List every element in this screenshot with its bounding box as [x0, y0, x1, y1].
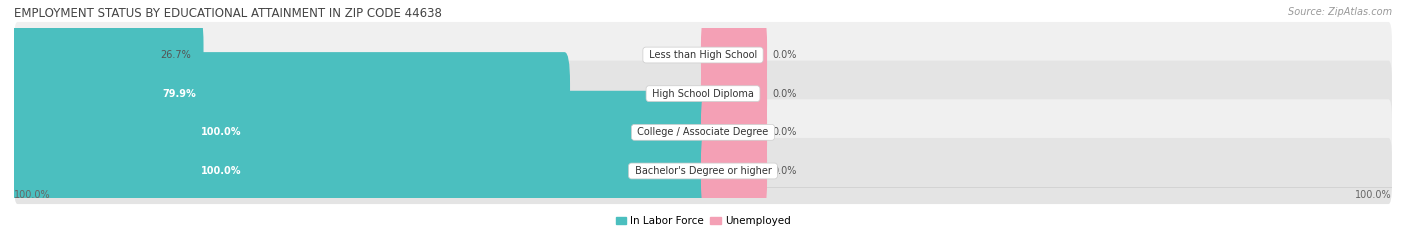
Text: 100.0%: 100.0% [201, 127, 240, 137]
FancyBboxPatch shape [14, 22, 1392, 88]
Text: College / Associate Degree: College / Associate Degree [634, 127, 772, 137]
FancyBboxPatch shape [8, 14, 204, 96]
Text: 0.0%: 0.0% [772, 89, 796, 99]
FancyBboxPatch shape [702, 130, 768, 212]
Text: Less than High School: Less than High School [645, 50, 761, 60]
Text: 0.0%: 0.0% [772, 127, 796, 137]
Text: EMPLOYMENT STATUS BY EDUCATIONAL ATTAINMENT IN ZIP CODE 44638: EMPLOYMENT STATUS BY EDUCATIONAL ATTAINM… [14, 7, 441, 20]
FancyBboxPatch shape [702, 91, 768, 174]
Text: Source: ZipAtlas.com: Source: ZipAtlas.com [1288, 7, 1392, 17]
Legend: In Labor Force, Unemployed: In Labor Force, Unemployed [612, 212, 794, 230]
Text: 100.0%: 100.0% [14, 190, 51, 200]
Text: 100.0%: 100.0% [1355, 190, 1392, 200]
Text: 0.0%: 0.0% [772, 50, 796, 60]
Text: High School Diploma: High School Diploma [650, 89, 756, 99]
Text: Bachelor's Degree or higher: Bachelor's Degree or higher [631, 166, 775, 176]
FancyBboxPatch shape [14, 138, 1392, 204]
FancyBboxPatch shape [14, 61, 1392, 127]
FancyBboxPatch shape [14, 99, 1392, 165]
FancyBboxPatch shape [702, 52, 768, 135]
FancyBboxPatch shape [8, 130, 709, 212]
Text: 79.9%: 79.9% [162, 89, 195, 99]
FancyBboxPatch shape [702, 14, 768, 96]
Text: 26.7%: 26.7% [160, 50, 191, 60]
Text: 100.0%: 100.0% [201, 166, 240, 176]
FancyBboxPatch shape [8, 91, 709, 174]
Text: 0.0%: 0.0% [772, 166, 796, 176]
FancyBboxPatch shape [8, 52, 569, 135]
